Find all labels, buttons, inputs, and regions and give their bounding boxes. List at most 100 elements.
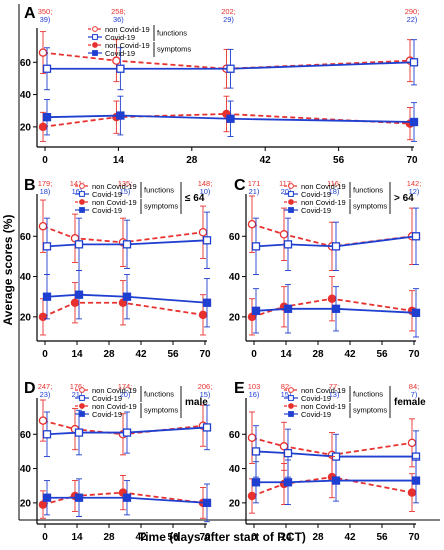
legend-subgroup: ≤ 64	[185, 193, 205, 204]
y-tick-label: 40	[20, 90, 32, 101]
data-point	[74, 428, 84, 437]
n-label-covid: 18)	[40, 187, 51, 196]
legend-marker	[288, 191, 294, 197]
x-tick-label: 0	[42, 532, 48, 543]
data-point	[251, 447, 261, 456]
legend-label: non Covid-19	[105, 25, 150, 34]
y-tick-label: 60	[20, 430, 32, 441]
data-point	[122, 493, 132, 502]
data-point	[251, 306, 261, 315]
n-label-covid: 15)	[200, 390, 211, 399]
data-point	[42, 242, 52, 251]
data-point	[331, 242, 341, 251]
data-point	[70, 298, 80, 308]
data-point	[42, 113, 52, 122]
series-line	[42, 51, 411, 70]
y-tick-label: 20	[229, 312, 241, 323]
y-tick-label: 20	[20, 122, 32, 133]
n-label-non-covid: 258;	[111, 7, 126, 16]
x-tick-label: 14	[71, 349, 83, 360]
legend-label: Covid-19	[92, 206, 122, 215]
legend-marker	[288, 387, 294, 393]
x-tick-label: 56	[167, 349, 179, 360]
n-label-non-covid: 142;	[407, 179, 422, 188]
data-point	[122, 292, 132, 301]
panel-b: B 20 40 60 0 14 28 42 56 70 179;18) 141;16) 135;15) 1…	[20, 177, 212, 360]
data-point	[409, 58, 419, 67]
legend-label: Covid-19	[105, 33, 135, 42]
data-point	[38, 500, 48, 509]
x-tick-label: 56	[167, 532, 179, 543]
series-line	[46, 293, 208, 304]
legend-marker	[288, 183, 294, 189]
y-tick-label: 60	[20, 58, 32, 69]
series-covid-functions	[42, 39, 419, 91]
series-covid-symptoms	[42, 270, 212, 328]
x-tick-label: 28	[103, 532, 115, 543]
x-tick-label: 42	[135, 532, 147, 543]
legend-marker	[92, 26, 98, 32]
data-point	[38, 312, 48, 322]
data-point	[38, 48, 48, 57]
data-point	[283, 448, 293, 458]
x-tick-label: 70	[408, 349, 420, 360]
legend-group-functions: functions	[144, 186, 174, 195]
legend-label: Covid-19	[301, 394, 331, 403]
n-label-covid: 22)	[407, 15, 418, 24]
series-non-covid-functions	[38, 31, 415, 89]
x-tick-label: 42	[344, 532, 356, 543]
data-point	[411, 232, 421, 241]
series-covid-symptoms	[251, 284, 421, 338]
legend-label: non Covid-19	[92, 182, 137, 191]
y-tick-label: 60	[229, 232, 241, 243]
x-tick-label: 0	[251, 532, 257, 543]
n-label-non-covid: 176;	[70, 382, 85, 391]
n-label-non-covid: 350;	[38, 7, 53, 16]
n-label-covid: 15)	[281, 390, 292, 399]
data-point	[331, 304, 341, 313]
data-point	[42, 64, 52, 73]
data-point	[283, 304, 293, 313]
legend-group-symptoms: symptoms	[157, 45, 191, 54]
x-tick-label: 14	[113, 155, 125, 166]
legend-marker	[79, 387, 85, 393]
data-point	[283, 478, 293, 487]
n-label-non-covid: 171	[248, 179, 261, 188]
legend-subgroup: female	[394, 397, 426, 408]
data-point	[74, 493, 84, 502]
x-tick-label: 14	[280, 349, 292, 360]
series-line	[47, 496, 208, 504]
data-point	[411, 308, 421, 317]
y-tick-label: 60	[229, 430, 241, 441]
x-tick-label: 0	[42, 155, 48, 166]
data-point	[38, 122, 48, 132]
legend-marker	[92, 34, 98, 40]
x-tick-label: 70	[406, 155, 418, 166]
series-line	[256, 479, 416, 484]
legend-label: non Covid-19	[301, 386, 346, 395]
n-label-covid: 16)	[249, 390, 260, 399]
n-label-non-covid: 116;	[327, 179, 341, 188]
n-label-non-covid: 206;	[198, 382, 213, 391]
data-point	[331, 476, 341, 485]
data-point	[38, 416, 48, 425]
n-label-non-covid: 174;	[118, 382, 133, 391]
n-label-non-covid: 290;	[405, 7, 420, 16]
series-line	[251, 297, 413, 318]
y-tick-label: 40	[229, 272, 241, 283]
series-covid-symptoms	[42, 478, 212, 523]
x-tick-label: 56	[376, 349, 388, 360]
series-line	[251, 476, 413, 497]
y-tick-label: 20	[229, 498, 241, 509]
x-tick-label: 0	[251, 349, 257, 360]
data-point	[202, 498, 212, 508]
legend-label: Covid-19	[105, 49, 135, 58]
legend-marker	[79, 191, 85, 197]
data-point	[247, 219, 257, 229]
x-axis-label: Time (days after start of RCT)	[138, 530, 306, 544]
x-tick-label: 56	[333, 155, 345, 166]
n-label-covid: 39)	[40, 15, 51, 24]
legend-label: Covid-19	[92, 394, 122, 403]
n-label-non-covid: 247;	[38, 382, 53, 391]
